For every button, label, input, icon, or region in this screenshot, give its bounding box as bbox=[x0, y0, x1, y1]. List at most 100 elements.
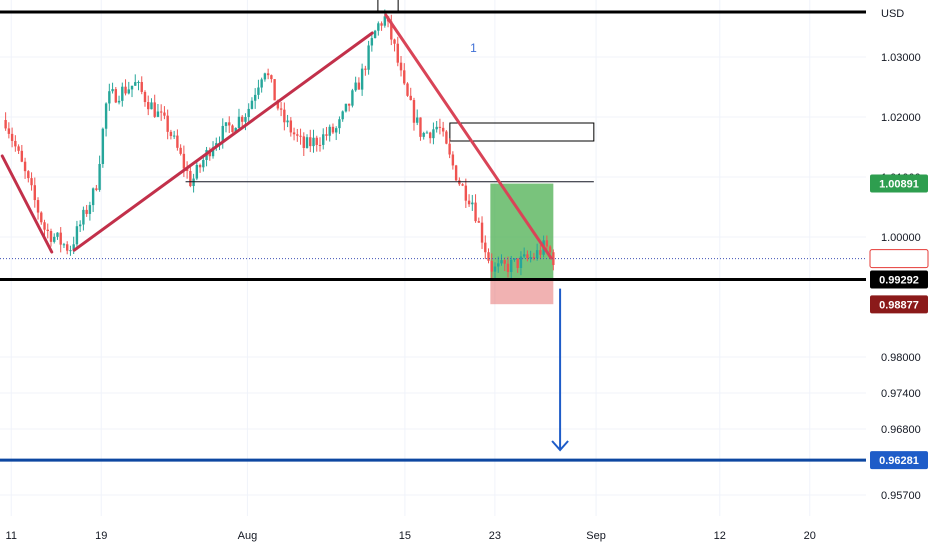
candle bbox=[286, 114, 289, 128]
candle-body bbox=[422, 132, 425, 137]
candle-body bbox=[270, 75, 273, 80]
candle-body bbox=[383, 16, 387, 26]
candle bbox=[163, 106, 166, 120]
time-tick-label: 15 bbox=[399, 530, 411, 542]
time-tick-label: 20 bbox=[804, 530, 816, 542]
candle-body bbox=[82, 209, 85, 225]
candle bbox=[380, 21, 383, 31]
price-badge: 0.96281 bbox=[870, 451, 928, 470]
candle-body bbox=[328, 126, 331, 136]
candle-body bbox=[331, 126, 335, 133]
candle-body bbox=[428, 132, 432, 139]
candle bbox=[140, 76, 143, 95]
candle bbox=[159, 104, 163, 121]
candle-body bbox=[143, 91, 147, 103]
candle bbox=[10, 127, 14, 148]
candle-body bbox=[40, 212, 43, 223]
candle bbox=[406, 82, 409, 97]
candle bbox=[296, 128, 299, 142]
candle bbox=[451, 151, 455, 170]
candle bbox=[59, 227, 62, 253]
candle-body bbox=[412, 100, 416, 123]
time-tick-label: 19 bbox=[95, 530, 107, 542]
candle bbox=[14, 135, 17, 152]
candle-body bbox=[503, 260, 506, 264]
candle bbox=[409, 87, 412, 101]
candle bbox=[108, 83, 111, 111]
drawing-layer[interactable] bbox=[449, 122, 595, 305]
candle bbox=[114, 87, 118, 104]
stop-zone[interactable] bbox=[490, 279, 554, 305]
candle bbox=[7, 122, 11, 139]
candle bbox=[377, 21, 380, 36]
candle-body bbox=[231, 125, 234, 133]
trend-line[interactable] bbox=[0, 154, 54, 254]
candle-body bbox=[315, 137, 318, 145]
candle-body bbox=[182, 153, 186, 169]
candle bbox=[497, 256, 500, 273]
lines-layer[interactable]: 1 bbox=[0, 0, 866, 462]
candle-body bbox=[286, 120, 289, 123]
supply-box[interactable] bbox=[449, 122, 595, 142]
candle-body bbox=[532, 257, 536, 259]
candle bbox=[318, 137, 322, 152]
candle bbox=[448, 138, 451, 159]
time-axis[interactable]: 11 19 Aug 15 23 Sep 12 20 bbox=[6, 530, 816, 542]
candle-body bbox=[95, 188, 98, 190]
candle bbox=[416, 109, 419, 126]
candle-body bbox=[448, 143, 451, 155]
candle bbox=[309, 129, 312, 153]
candle bbox=[36, 197, 40, 220]
candle bbox=[425, 130, 429, 134]
candle-body bbox=[406, 83, 409, 96]
candle bbox=[137, 80, 140, 91]
candle-body bbox=[78, 224, 82, 227]
candle-body bbox=[247, 108, 250, 118]
candle-body bbox=[493, 266, 497, 272]
candle-body bbox=[451, 154, 455, 166]
candle-body bbox=[14, 140, 17, 147]
candle bbox=[46, 223, 49, 239]
trend-line[interactable] bbox=[384, 13, 553, 260]
candle-body bbox=[88, 205, 92, 214]
candle bbox=[202, 155, 205, 172]
price-badge: 0.98877 bbox=[870, 295, 928, 314]
candle-body bbox=[75, 226, 79, 245]
candle-body bbox=[56, 232, 59, 237]
candle bbox=[150, 98, 153, 110]
candle-body bbox=[416, 117, 419, 123]
candle-body bbox=[202, 159, 205, 168]
candle bbox=[500, 254, 503, 266]
candle-body bbox=[296, 134, 299, 136]
candle bbox=[189, 165, 192, 188]
candle-body bbox=[283, 109, 286, 123]
trend-line[interactable] bbox=[72, 31, 374, 252]
candle-body bbox=[104, 103, 108, 129]
price-badge-label: 0.99292 bbox=[879, 274, 919, 286]
price-axis[interactable]: 1.030001.020001.010001.000000.980000.974… bbox=[869, 52, 929, 502]
candle-body bbox=[211, 147, 215, 157]
candle bbox=[445, 130, 448, 145]
candle-body bbox=[519, 256, 523, 268]
candle bbox=[299, 128, 302, 145]
candle bbox=[328, 124, 331, 142]
candle bbox=[503, 257, 506, 272]
candle bbox=[370, 32, 374, 52]
candle-body bbox=[221, 125, 224, 143]
candle-body bbox=[263, 73, 267, 80]
candle-body bbox=[189, 170, 192, 187]
candle bbox=[484, 235, 487, 260]
candle bbox=[130, 85, 134, 98]
candle bbox=[315, 135, 318, 152]
candle bbox=[247, 103, 250, 124]
candle-body bbox=[438, 126, 442, 128]
candle bbox=[461, 183, 464, 187]
candle-body bbox=[539, 250, 542, 255]
candle-body bbox=[399, 62, 403, 71]
candle-body bbox=[117, 100, 121, 103]
candle bbox=[535, 243, 539, 261]
candle-body bbox=[266, 73, 270, 76]
candle bbox=[49, 228, 53, 247]
